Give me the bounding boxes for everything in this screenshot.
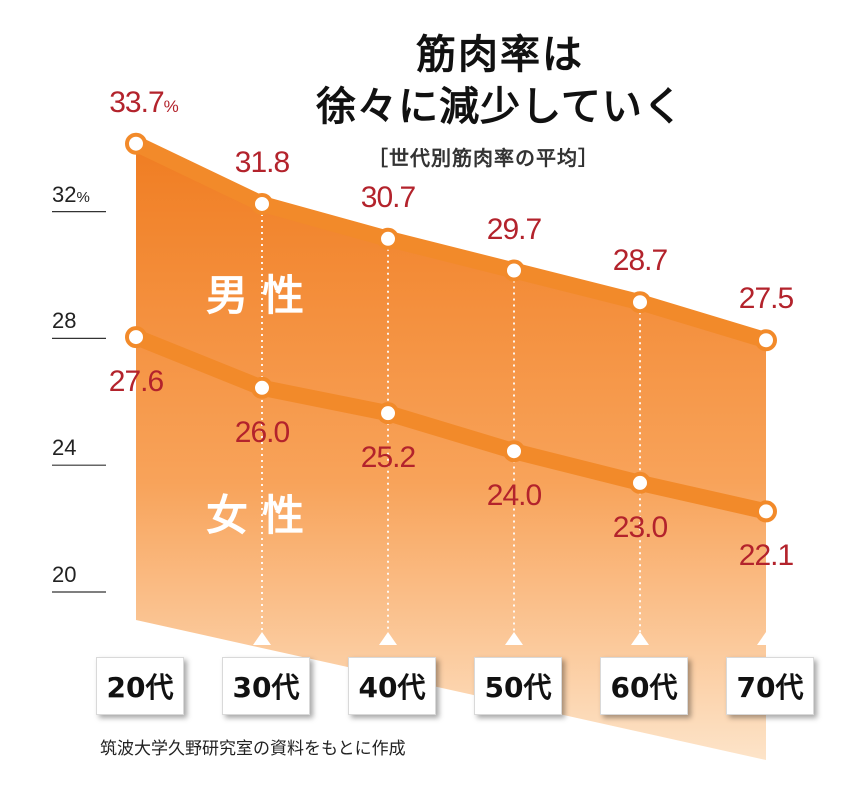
x-tick-label-50代: 50代 <box>474 657 562 715</box>
value-label-female-50代: 24.0 <box>486 479 542 513</box>
y-tick-label-28: 28 <box>52 308 77 334</box>
y-tick-label-20: 20 <box>52 562 77 587</box>
chart-subtitle: ［世代別筋肉率の平均］ <box>368 146 599 170</box>
value-label-male-60代: 28.7 <box>612 244 668 278</box>
point-female-40代 <box>377 402 399 425</box>
point-female-60代 <box>629 471 651 494</box>
series-points <box>125 132 777 523</box>
series-lines <box>128 135 774 520</box>
x-tick-marker-20代 <box>127 632 145 645</box>
point-male-30代 <box>251 192 273 215</box>
series-line-female <box>128 329 774 520</box>
x-tick-label-60代: 60代 <box>600 657 688 715</box>
point-male-60代 <box>629 291 651 314</box>
value-label-female-20代: 27.6 <box>108 365 164 399</box>
x-tick-label-40代: 40代 <box>348 657 436 715</box>
point-male-50代 <box>503 259 525 282</box>
series-line-male <box>128 135 774 349</box>
value-label-male-20代: 33.7% <box>109 85 179 119</box>
chart-title-line1: 筋肉率は <box>416 32 584 78</box>
series-label-male: 男性 <box>206 271 319 320</box>
value-label-female-70代: 22.1 <box>738 539 794 573</box>
x-tick-marker-50代 <box>505 632 523 645</box>
y-axis-ticks <box>52 211 106 593</box>
point-male-20代 <box>125 132 147 155</box>
x-tick-label-30代: 30代 <box>222 657 310 715</box>
point-female-70代 <box>755 500 777 523</box>
y-unit-label: % <box>76 188 90 206</box>
value-label-male-50代: 29.7 <box>486 212 542 246</box>
source-note: 筑波大学久野研究室の資料をもとに作成 <box>100 739 406 759</box>
value-label-male-40代: 30.7 <box>360 180 416 214</box>
x-tick-marker-40代 <box>379 632 397 645</box>
y-tick-label-24: 24 <box>52 435 77 461</box>
value-label-male-30代: 31.8 <box>234 145 290 179</box>
point-male-70代 <box>755 329 777 352</box>
value-label-female-30代: 26.0 <box>234 415 290 449</box>
value-label-male-70代: 27.5 <box>738 282 794 316</box>
point-female-30代 <box>251 376 273 399</box>
value-label-female-60代: 23.0 <box>612 510 668 544</box>
x-tick-marker-70代 <box>757 632 775 645</box>
x-tick-label-70代: 70代 <box>726 657 814 715</box>
point-male-40代 <box>377 227 399 250</box>
point-female-20代 <box>125 326 147 349</box>
y-tick-label-32: 32% <box>52 181 90 207</box>
x-tick-marker-60代 <box>631 632 649 645</box>
x-tick-marker-30代 <box>253 632 271 645</box>
point-female-50代 <box>503 440 525 463</box>
value-label-female-40代: 25.2 <box>360 441 416 475</box>
x-tick-label-20代: 20代 <box>96 657 184 715</box>
series-label-female: 女性 <box>206 491 319 540</box>
chart-title-line2: 徐々に減少していく <box>316 84 684 130</box>
